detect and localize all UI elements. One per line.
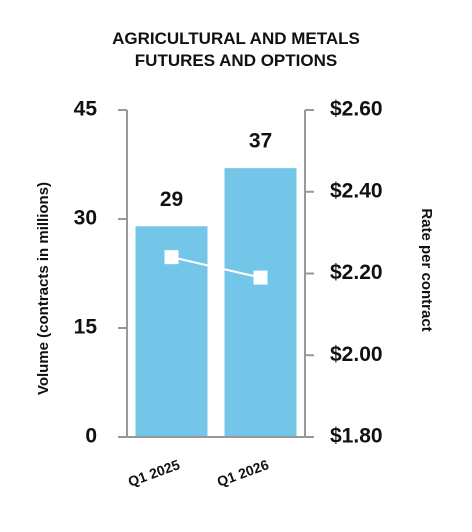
y-tick-label: 45: [74, 98, 98, 121]
x-tick-label: Q1 2026: [215, 456, 271, 489]
y-tick-label: 15: [74, 316, 98, 339]
y2-tick-label: $2.20: [330, 261, 383, 284]
value-label: 37: [249, 130, 272, 153]
y2-tick-label: $2.40: [330, 179, 383, 202]
chart-title: AGRICULTURAL AND METALS FUTURES AND OPTI…: [112, 29, 360, 70]
x-tick-label: Q1 2025: [126, 456, 182, 489]
y2-tick-label: $2.60: [330, 98, 383, 121]
line-marker: [253, 270, 268, 285]
line: [171, 256, 261, 279]
y-tick-label: 0: [85, 425, 97, 448]
y2-tick-label: $2.00: [330, 343, 383, 366]
y-tick-label: 30: [74, 207, 97, 230]
y2-tick-label: $1.80: [330, 425, 383, 448]
y-axis-title: Volume (contracts in millions): [35, 182, 52, 395]
bar: [224, 168, 297, 437]
value-label: 29: [160, 188, 183, 211]
y2-axis-title: Rate per contract: [418, 208, 435, 331]
line-marker: [164, 250, 179, 265]
